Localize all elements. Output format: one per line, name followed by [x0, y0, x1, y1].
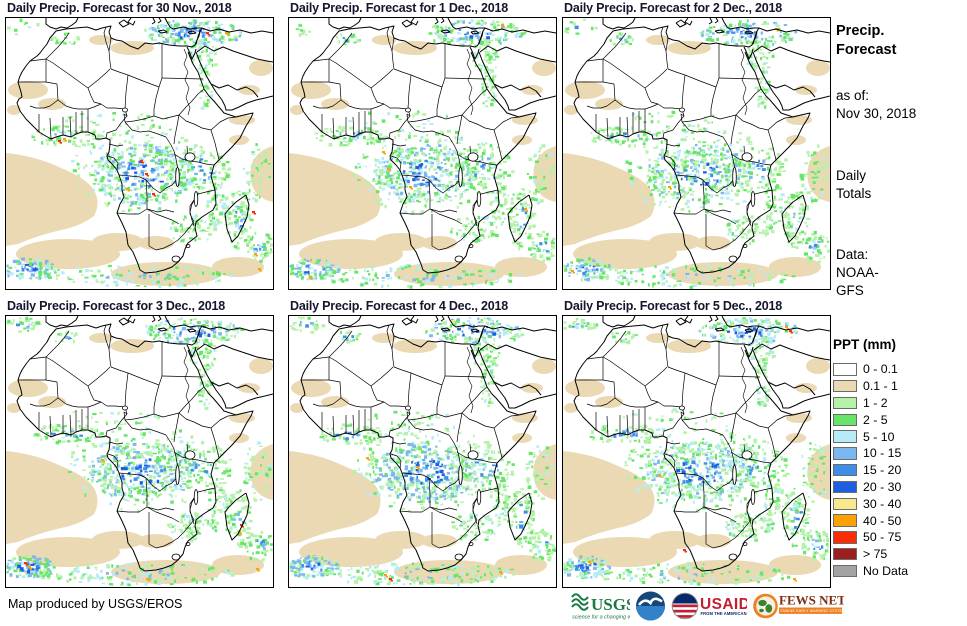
as-of-text: as of: Nov 30, 2018: [836, 88, 917, 122]
data-source-text: Data: NOAA- GFS: [836, 247, 879, 299]
map-title: Daily Precip. Forecast for 4 Dec., 2018: [290, 299, 509, 313]
noaa-gull-icon: [637, 597, 663, 606]
legend-swatch: [833, 379, 857, 393]
legend-row: > 75: [833, 546, 908, 563]
legend-swatch: [833, 430, 857, 443]
africa-precip-map: [562, 315, 831, 588]
legend-row: 30 - 40: [833, 495, 908, 512]
usgs-logo: USGS science for a changing world: [571, 593, 630, 621]
noaa-logo: [636, 591, 665, 621]
legend-swatch: [833, 547, 857, 561]
legend-swatch: [833, 564, 857, 578]
legend-label: 1 - 2: [863, 395, 888, 410]
legend-swatch: [833, 396, 857, 410]
legend-label: 30 - 40: [863, 496, 902, 511]
legend-row: 2 - 5: [833, 411, 908, 428]
product-heading: Precip. Forecast: [836, 23, 897, 58]
svg-text:science for a changing world: science for a changing world: [572, 615, 630, 621]
map-panel-6: Daily Precip. Forecast for 5 Dec., 2018: [562, 299, 832, 588]
legend-row: No Data: [833, 563, 908, 580]
legend-title: PPT (mm): [833, 337, 897, 352]
legend-swatch: [833, 413, 857, 427]
legend-row: 0.1 - 1: [833, 378, 908, 395]
map-panel-3: Daily Precip. Forecast for 2 Dec., 2018: [562, 1, 832, 290]
legend-swatch: [833, 363, 857, 376]
map-panel-1: Daily Precip. Forecast for 30 Nov., 2018: [5, 1, 275, 290]
legend-row: 5 - 10: [833, 428, 908, 445]
legend-label: > 75: [863, 547, 888, 562]
svg-text:FEWS NET: FEWS NET: [779, 593, 844, 608]
map-panel-4: Daily Precip. Forecast for 3 Dec., 2018: [5, 299, 275, 588]
legend-swatch: [833, 497, 857, 511]
legend-label: 2 - 5: [863, 412, 888, 427]
map-panel-2: Daily Precip. Forecast for 1 Dec., 2018: [288, 1, 558, 290]
legend-label: 40 - 50: [863, 513, 902, 528]
map-title: Daily Precip. Forecast for 30 Nov., 2018: [7, 1, 232, 15]
africa-precip-map: [288, 315, 557, 588]
legend-label: No Data: [863, 563, 909, 578]
legend-swatch: [833, 531, 857, 544]
legend-label: 10 - 15: [863, 446, 902, 461]
svg-text:USGS: USGS: [591, 595, 630, 614]
credit-note: Map produced by USGS/EROS: [8, 597, 183, 611]
legend-label: 5 - 10: [863, 429, 895, 444]
map-panel-5: Daily Precip. Forecast for 4 Dec., 2018: [288, 299, 558, 588]
legend-swatch: [833, 480, 857, 494]
legend-swatch: [833, 447, 857, 460]
usgs-wave-icon: [571, 593, 589, 601]
africa-precip-map: [5, 17, 274, 290]
africa-precip-map: [562, 17, 831, 290]
svg-text:FAMINE EARLY WARNING SYSTEMS N: FAMINE EARLY WARNING SYSTEMS NETWORK: [781, 609, 845, 613]
map-title: Daily Precip. Forecast for 3 Dec., 2018: [7, 299, 226, 313]
legend-swatch: [833, 463, 857, 477]
svg-text:USAID: USAID: [700, 596, 747, 613]
legend-row: 50 - 75: [833, 529, 908, 546]
legend-label: 0 - 0.1: [863, 362, 898, 377]
legend-row: 15 - 20: [833, 462, 908, 479]
legend-label: 0.1 - 1: [863, 379, 898, 394]
legend-row: 0 - 0.1: [833, 361, 908, 378]
fewsnet-logo: FEWS NET FAMINE EARLY WARNING SYSTEMS NE…: [753, 593, 845, 619]
africa-precip-map: [5, 315, 274, 588]
legend-label: 15 - 20: [863, 463, 902, 478]
legend-swatch: [833, 514, 857, 527]
legend-row: 40 - 50: [833, 512, 908, 529]
legend-label: 20 - 30: [863, 479, 902, 494]
legend-label: 50 - 75: [863, 530, 902, 545]
map-title: Daily Precip. Forecast for 1 Dec., 2018: [290, 1, 509, 15]
usaid-logo: USAID FROM THE AMERICAN PEOPLE: [671, 592, 748, 620]
agency-logos: USGS science for a changing world USAID …: [570, 589, 844, 623]
svg-text:FROM THE AMERICAN PEOPLE: FROM THE AMERICAN PEOPLE: [701, 611, 748, 616]
map-title: Daily Precip. Forecast for 2 Dec., 2018: [564, 1, 783, 15]
legend-row: 1 - 2: [833, 395, 908, 412]
legend-row: 10 - 15: [833, 445, 908, 462]
africa-precip-map: [288, 17, 557, 290]
totals-text: Daily Totals: [836, 168, 872, 202]
usaid-emblem-icon: [672, 593, 698, 619]
map-title: Daily Precip. Forecast for 5 Dec., 2018: [564, 299, 783, 313]
legend-row: 20 - 30: [833, 479, 908, 496]
